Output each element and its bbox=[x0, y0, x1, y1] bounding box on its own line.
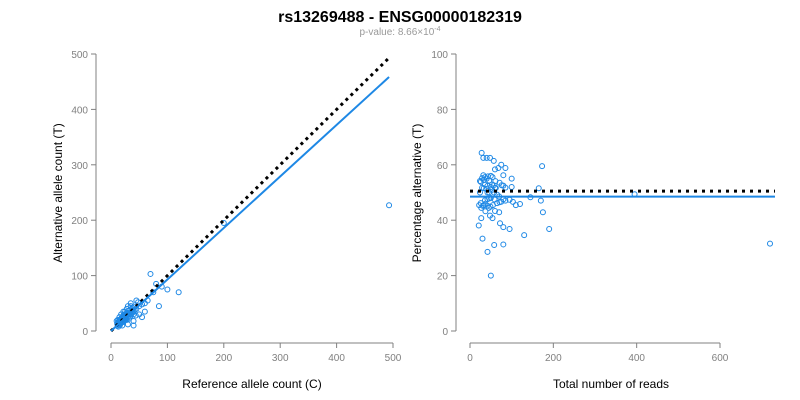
data-point bbox=[489, 202, 496, 209]
data-point bbox=[147, 270, 154, 277]
data-point bbox=[535, 185, 542, 192]
data-point bbox=[539, 163, 546, 170]
data-point bbox=[496, 199, 503, 206]
data-point bbox=[537, 197, 544, 204]
data-point bbox=[502, 165, 509, 172]
data-point bbox=[478, 215, 485, 222]
data-point bbox=[490, 157, 497, 164]
left-x-tick-label: 200 bbox=[215, 353, 232, 364]
data-point bbox=[512, 202, 519, 209]
fit-line bbox=[110, 76, 390, 332]
data-point bbox=[480, 185, 487, 192]
left-y-tick-label: 200 bbox=[71, 216, 88, 227]
left-panel: 0 100 200 300 400 500 0 100 200 300 400 500 bbox=[71, 50, 401, 364]
data-point bbox=[139, 314, 146, 321]
data-point bbox=[487, 172, 494, 179]
data-point bbox=[133, 297, 140, 304]
data-point bbox=[475, 222, 482, 229]
left-y-label: Alternative allele count (T) bbox=[51, 123, 65, 262]
data-point bbox=[485, 204, 492, 211]
right-x-tick-label: 600 bbox=[712, 353, 729, 364]
data-point bbox=[517, 201, 523, 208]
data-point bbox=[767, 240, 773, 247]
data-point bbox=[127, 303, 134, 310]
data-point bbox=[123, 305, 130, 312]
left-x-tick-label: 100 bbox=[159, 353, 176, 364]
right-x-label: Total number of reads bbox=[553, 377, 669, 391]
right-y-tick-label: 20 bbox=[437, 272, 449, 283]
left-x-tick-label: 500 bbox=[385, 353, 402, 364]
data-point bbox=[492, 166, 498, 173]
left-x-tick-label: 0 bbox=[108, 353, 114, 364]
data-point bbox=[386, 202, 393, 209]
data-point bbox=[175, 289, 182, 296]
right-y-tick-label: 0 bbox=[442, 327, 448, 338]
data-point bbox=[495, 165, 502, 172]
data-point bbox=[141, 308, 148, 315]
right-panel: 0 200 400 600 0 20 40 60 80 100 bbox=[431, 50, 775, 364]
data-point bbox=[487, 272, 494, 279]
data-point bbox=[164, 286, 171, 293]
data-point bbox=[482, 200, 489, 207]
data-point bbox=[478, 149, 485, 156]
left-x-tick-label: 400 bbox=[328, 353, 345, 364]
data-point bbox=[498, 161, 505, 168]
left-y-tick-label: 300 bbox=[71, 161, 88, 172]
data-point bbox=[500, 172, 507, 179]
data-point bbox=[479, 235, 486, 242]
left-x-label: Reference allele count (C) bbox=[182, 377, 321, 391]
left-x-tick-label: 300 bbox=[272, 353, 289, 364]
data-point bbox=[500, 224, 507, 231]
data-point bbox=[483, 154, 490, 161]
right-y-tick-label: 100 bbox=[431, 50, 448, 61]
data-point bbox=[508, 175, 515, 182]
data-point bbox=[130, 322, 137, 329]
data-point bbox=[497, 220, 503, 227]
data-point bbox=[496, 209, 503, 216]
right-x-tick-label: 200 bbox=[545, 353, 562, 364]
right-y-tick-label: 60 bbox=[437, 161, 449, 172]
data-point bbox=[150, 289, 157, 296]
left-y-tick-label: 500 bbox=[71, 50, 88, 61]
data-point bbox=[521, 232, 528, 239]
data-point bbox=[484, 248, 491, 255]
data-point bbox=[478, 204, 485, 211]
data-point bbox=[155, 303, 162, 310]
data-point bbox=[130, 318, 137, 325]
data-point bbox=[477, 178, 484, 185]
right-x-tick-label: 400 bbox=[628, 353, 645, 364]
right-y-tick-label: 80 bbox=[437, 105, 449, 116]
data-point bbox=[502, 197, 509, 204]
data-point bbox=[500, 241, 507, 248]
chart-title: rs13269488 - ENSG00000182319 bbox=[278, 9, 522, 26]
data-point bbox=[491, 242, 498, 249]
reference-line bbox=[109, 56, 391, 333]
right-x-tick-label: 0 bbox=[467, 353, 473, 364]
data-point bbox=[502, 184, 509, 191]
data-point bbox=[132, 312, 139, 319]
chart-subtitle: p-value: 8.66×10-4 bbox=[359, 26, 440, 38]
data-point bbox=[546, 225, 553, 232]
data-point bbox=[506, 225, 513, 232]
right-y-label: Percentage alternative (T) bbox=[410, 124, 424, 263]
data-point bbox=[489, 174, 496, 181]
data-point bbox=[124, 321, 131, 328]
left-y-tick-label: 100 bbox=[71, 272, 88, 283]
data-point bbox=[508, 183, 515, 190]
left-y-tick-label: 0 bbox=[82, 327, 88, 338]
data-point bbox=[539, 209, 546, 216]
right-y-tick-label: 40 bbox=[437, 216, 449, 227]
data-point bbox=[482, 208, 489, 215]
data-point bbox=[487, 154, 493, 161]
data-point bbox=[489, 215, 496, 222]
data-point bbox=[480, 172, 487, 179]
left-y-tick-label: 400 bbox=[71, 105, 88, 116]
